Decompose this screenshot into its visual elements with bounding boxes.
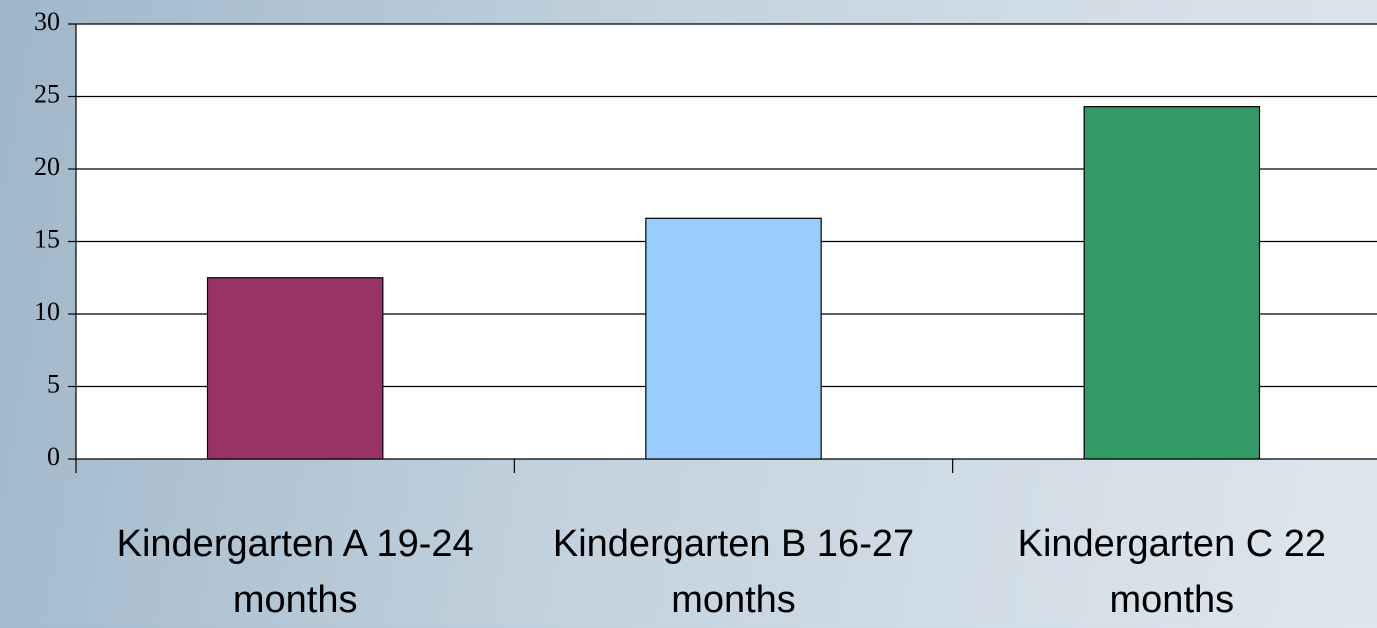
- bar: [1083, 106, 1261, 460]
- y-tick-label: 10: [34, 297, 60, 326]
- x-tick-label: Kindergarten B 16-27 months: [552, 523, 915, 621]
- y-tick-label: 30: [34, 7, 60, 36]
- x-tick-label: Kindergarten A 19-24 months: [116, 523, 474, 621]
- y-tick-label: 15: [34, 224, 60, 253]
- x-tick-label: Kindergarten C 22 months: [1017, 523, 1327, 621]
- y-tick-label: 5: [47, 369, 60, 398]
- bar: [645, 217, 822, 460]
- y-tick-label: 25: [34, 79, 60, 108]
- y-tick-label: 0: [47, 442, 60, 471]
- y-tick-label: 20: [34, 152, 60, 181]
- bar: [206, 277, 384, 460]
